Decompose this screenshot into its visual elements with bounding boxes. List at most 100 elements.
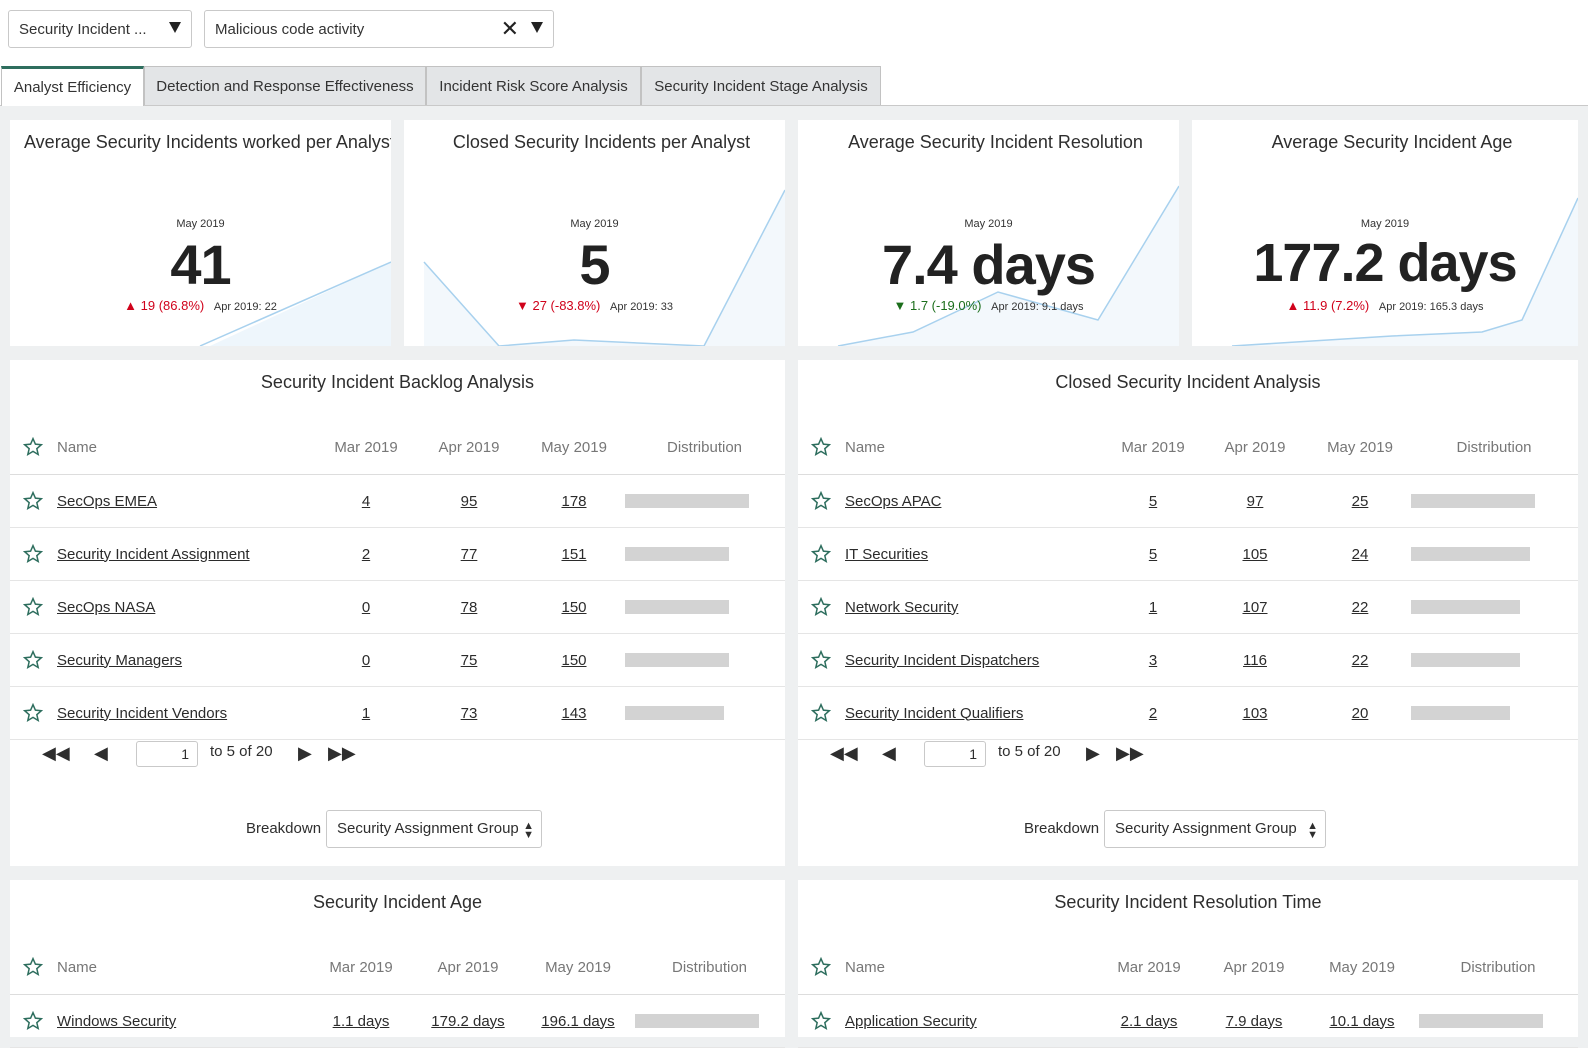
column-header-may[interactable]: May 2019 [1306,940,1418,995]
may-value-link[interactable]: 25 [1351,492,1369,510]
apr-value-link[interactable]: 7.9 days [1225,1012,1283,1030]
row-name-link[interactable]: Security Incident Assignment [57,545,250,563]
star-icon[interactable] [23,597,43,617]
mar-value-link[interactable]: 1 [361,704,371,722]
breakdown-select[interactable]: Security Assignment Group ▲ ▼ [1104,810,1326,848]
kpi-card-avg-worked[interactable]: Average Security Incidents worked per An… [10,120,391,346]
page-number-input[interactable]: 1 [136,741,198,767]
kpi-card-closed-per-analyst[interactable]: Closed Security Incidents per Analyst Ma… [404,120,785,346]
column-header-may[interactable]: May 2019 [524,420,624,475]
table-row[interactable]: Security Incident Assignment 2 77 151 [10,527,785,581]
column-header-name[interactable]: Name [56,940,308,995]
column-header-mar[interactable]: Mar 2019 [1106,420,1200,475]
last-page-icon[interactable]: ▶▶ [1116,743,1144,763]
previous-page-icon[interactable]: ◀ [94,743,108,763]
apr-value-link[interactable]: 97 [1246,492,1264,510]
mar-value-link[interactable]: 4 [361,492,371,510]
row-name-link[interactable]: IT Securities [845,545,929,563]
star-icon[interactable] [811,544,831,564]
may-value-link[interactable]: 143 [561,704,587,722]
apr-value-link[interactable]: 75 [460,651,478,669]
star-icon[interactable] [23,650,43,670]
row-name-link[interactable]: Application Security [845,1012,977,1030]
favorite-header[interactable] [798,420,844,475]
favorite-cell[interactable] [10,580,56,634]
mar-value-link[interactable]: 2 [1148,704,1158,722]
star-icon[interactable] [23,544,43,564]
mar-value-link[interactable]: 5 [1148,545,1158,563]
column-header-may[interactable]: May 2019 [522,940,634,995]
favorite-header[interactable] [10,420,56,475]
row-name-link[interactable]: SecOps APAC [845,492,942,510]
apr-value-link[interactable]: 105 [1242,545,1268,563]
favorite-cell[interactable] [798,686,844,740]
tab-stage-analysis[interactable]: Security Incident Stage Analysis [641,66,881,105]
apr-value-link[interactable]: 103 [1242,704,1268,722]
star-icon[interactable] [811,491,831,511]
mar-value-link[interactable]: 0 [361,651,371,669]
may-value-link[interactable]: 150 [561,651,587,669]
favorite-cell[interactable] [798,474,844,528]
favorite-cell[interactable] [10,686,56,740]
table-row[interactable]: Security Managers 0 75 150 [10,633,785,687]
table-row[interactable]: SecOps NASA 0 78 150 [10,580,785,634]
table-row[interactable]: SecOps APAC 5 97 25 [798,474,1578,528]
star-icon[interactable] [811,597,831,617]
category-filter-select[interactable]: Malicious code activity ✕ [204,10,554,48]
may-value-link[interactable]: 24 [1351,545,1369,563]
kpi-card-avg-age[interactable]: Average Security Incident Age May 2019 1… [1192,120,1578,346]
favorite-cell[interactable] [10,474,56,528]
favorite-cell[interactable] [798,527,844,581]
first-page-icon[interactable]: ◀◀ [830,743,858,763]
tab-detection-response[interactable]: Detection and Response Effectiveness [144,66,426,105]
favorite-cell[interactable] [10,994,56,1048]
column-header-apr[interactable]: Apr 2019 [414,420,524,475]
column-header-mar[interactable]: Mar 2019 [1096,940,1202,995]
may-value-link[interactable]: 196.1 days [541,1012,615,1030]
table-row[interactable]: Security Incident Qualifiers 2 103 20 [798,686,1578,740]
row-name-link[interactable]: SecOps NASA [57,598,156,616]
mar-value-link[interactable]: 1.1 days [332,1012,390,1030]
tab-analyst-efficiency[interactable]: Analyst Efficiency [1,66,144,106]
column-header-apr[interactable]: Apr 2019 [414,940,522,995]
clear-icon[interactable]: ✕ [500,16,519,41]
may-value-link[interactable]: 20 [1351,704,1369,722]
mar-value-link[interactable]: 3 [1148,651,1158,669]
table-row[interactable]: Security Incident Vendors 1 73 143 [10,686,785,740]
dropdown-arrow-icon[interactable] [531,22,543,33]
column-header-apr[interactable]: Apr 2019 [1202,940,1306,995]
last-page-icon[interactable]: ▶▶ [328,743,356,763]
row-name-link[interactable]: Security Incident Dispatchers [845,651,1040,669]
row-name-link[interactable]: Security Incident Qualifiers [845,704,1024,722]
mar-value-link[interactable]: 5 [1148,492,1158,510]
column-header-name[interactable]: Name [844,420,1106,475]
favorite-cell[interactable] [798,580,844,634]
star-icon[interactable] [811,650,831,670]
apr-value-link[interactable]: 77 [460,545,478,563]
apr-value-link[interactable]: 73 [460,704,478,722]
star-icon[interactable] [811,957,831,977]
may-value-link[interactable]: 150 [561,598,587,616]
apr-value-link[interactable]: 107 [1242,598,1268,616]
apr-value-link[interactable]: 78 [460,598,478,616]
mar-value-link[interactable]: 2 [361,545,371,563]
table-row[interactable]: Application Security 2.1 days 7.9 days 10.1… [798,994,1578,1048]
table-row[interactable]: Windows Security 1.1 days 179.2 days 196.1 … [10,994,785,1048]
star-icon[interactable] [811,1011,831,1031]
apr-value-link[interactable]: 95 [460,492,478,510]
dropdown-arrow-icon[interactable] [169,22,181,33]
star-icon[interactable] [23,491,43,511]
column-header-apr[interactable]: Apr 2019 [1200,420,1310,475]
favorite-header[interactable] [10,940,56,995]
column-header-name[interactable]: Name [844,940,1096,995]
next-page-icon[interactable]: ▶ [1086,743,1100,763]
breakdown-select[interactable]: Security Assignment Group ▲ ▼ [326,810,542,848]
favorite-cell[interactable] [10,527,56,581]
star-icon[interactable] [23,1011,43,1031]
star-icon[interactable] [811,703,831,723]
row-name-link[interactable]: Security Managers [57,651,183,669]
table-row[interactable]: Security Incident Dispatchers 3 116 22 [798,633,1578,687]
tab-incident-risk-score[interactable]: Incident Risk Score Analysis [426,66,641,105]
favorite-header[interactable] [798,940,844,995]
column-header-name[interactable]: Name [56,420,318,475]
